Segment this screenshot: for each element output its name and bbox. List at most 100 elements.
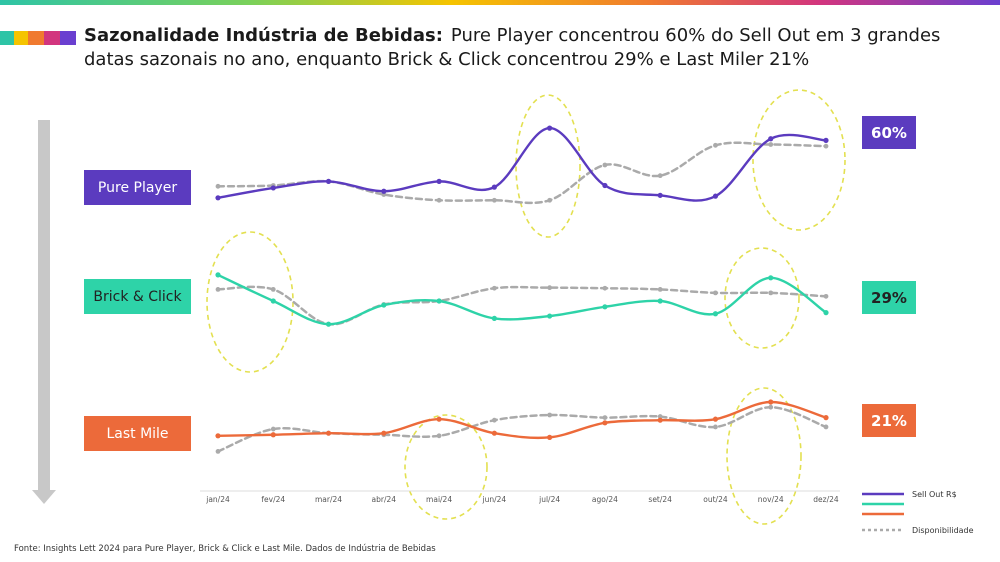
sell-out-line [217,400,827,440]
sell-out-point [712,193,719,199]
disponibilidade-point [270,287,276,292]
sell-out-point [712,416,719,422]
disponibilidade-point [823,293,829,299]
disponibilidade-point [657,173,663,179]
pct-badge-pure-player: 60% [862,116,916,149]
x-tick-label: out/24 [703,495,728,504]
sell-out-point [215,272,221,278]
down-arrow-shaft [38,120,50,495]
x-tick-label: mar/24 [315,495,342,504]
sell-out-point [436,416,442,422]
disponibilidade-line [216,285,828,326]
sell-out-point [547,434,553,440]
disponibilidade-point [602,415,608,420]
brand-logo [0,31,76,45]
sell-out-point [325,321,332,327]
disponibilidade-point [547,412,553,418]
disponibilidade-point [215,449,221,454]
sell-out-line [217,273,827,326]
disponibilidade-point [436,433,442,439]
logo-block [14,31,28,45]
sell-out-point [491,430,497,436]
sell-out-point [823,415,829,421]
sell-out-point [823,137,829,143]
sell-out-point [602,182,608,189]
x-tick-label: fev/24 [261,495,285,504]
sell-out-point [657,417,663,423]
disponibilidade-point [215,183,221,189]
x-tick-label: jun/24 [482,495,507,504]
sell-out-point [657,192,663,198]
sell-out-point [768,399,774,405]
sell-out-point [381,302,387,308]
disponibilidade-line [216,141,828,205]
disponibilidade-point [657,414,663,419]
disponibilidade-point [270,426,276,432]
sell-out-point [381,430,387,436]
pct-badge-last-mile: 21% [862,404,916,437]
disponibilidade-point [713,290,718,296]
sell-out-point [325,178,332,184]
disponibilidade-point [547,285,553,291]
disponibilidade-point [436,197,442,203]
sell-out-point [602,420,608,426]
sell-out-point [768,136,774,142]
logo-block [0,31,14,45]
sell-out-point [547,125,553,131]
x-tick-label: jan/24 [205,495,230,504]
disponibilidade-point [602,162,608,168]
sell-out-line [217,126,827,202]
x-tick-label: set/24 [648,495,672,504]
disponibilidade-point [768,404,774,410]
disponibilidade-point [491,417,497,423]
x-tick-label: ago/24 [592,495,618,504]
sell-out-point [270,432,276,438]
disponibilidade-point [713,142,718,148]
disponibilidade-point [713,424,718,430]
disponibilidade-point [491,285,497,291]
sell-out-point [381,188,387,194]
source-note: Fonte: Insights Lett 2024 para Pure Play… [14,544,436,554]
disponibilidade-point [768,290,774,296]
panel-label-brick-click: Brick & Click [84,279,191,314]
sell-out-point [491,184,497,190]
sell-out-point [712,311,719,317]
sell-out-point [768,275,774,281]
disponibilidade-point [657,287,663,292]
sell-out-point [215,433,221,439]
sell-out-point [491,315,497,321]
sell-out-point [657,298,663,304]
x-tick-label: dez/24 [813,495,839,504]
page-title: Sazonalidade Indústria de Bebidas: Pure P… [84,24,984,72]
disponibilidade-point [823,424,829,430]
sell-out-point [215,195,221,201]
legend-label-sell-out: Sell Out R$ [912,490,957,499]
sell-out-point [436,298,442,304]
sell-out-point [823,310,829,316]
logo-block [28,31,44,45]
sell-out-point [325,430,332,436]
title-rest: Pure Player concentrou 60% do Sell Out e… [84,25,941,70]
disponibilidade-point [768,142,774,147]
panel-label-last-mile: Last Mile [84,416,191,451]
x-tick-label: jul/24 [538,495,560,504]
disponibilidade-point [547,197,553,203]
disponibilidade-point [602,285,608,291]
x-tick-label: nov/24 [758,495,784,504]
highlight-ellipse [724,247,800,349]
sell-out-point [547,313,553,319]
disponibilidade-point [215,287,221,292]
highlight-ellipse [206,231,294,373]
highlight-ellipse [515,94,581,238]
x-tick-label: mai/24 [426,495,452,504]
logo-block [44,31,60,45]
logo-block [60,31,76,45]
disponibilidade-point [491,197,497,203]
x-tick-label: abr/24 [372,495,397,504]
panel-label-pure-player: Pure Player [84,170,191,205]
legend-label-disponibilidade: Disponibilidade [912,526,974,535]
pct-badge-brick-click: 29% [862,281,916,314]
sell-out-point [436,178,442,184]
disponibilidade-point [823,143,829,149]
